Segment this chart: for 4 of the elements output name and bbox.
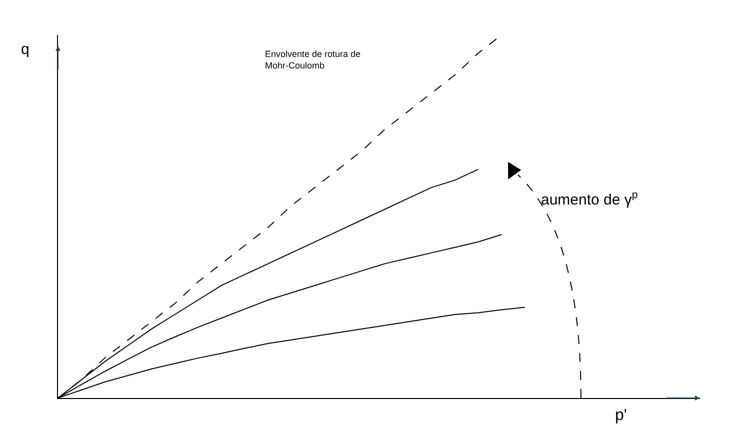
text: aumento de γ$^{p}$	[541, 189, 638, 208]
x-axis-title: p'	[615, 407, 627, 424]
annotation: Envolvente de rotura de Mohr-Coulomb	[265, 49, 361, 71]
y-axis-title: q	[21, 41, 30, 58]
